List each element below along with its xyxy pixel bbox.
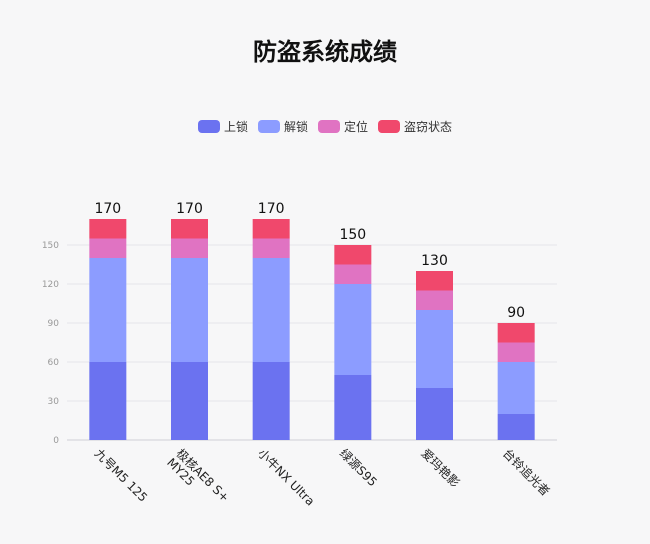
total-label: 170 bbox=[176, 201, 203, 217]
y-tick-label: 150 bbox=[42, 241, 59, 251]
total-label: 90 bbox=[507, 305, 525, 321]
legend-item-locate[interactable]: 定位 bbox=[318, 118, 368, 135]
bar-segment-1 bbox=[334, 284, 372, 375]
total-label: 170 bbox=[258, 201, 285, 217]
legend-swatch-locate bbox=[318, 120, 340, 133]
x-category-line: 九号M5 125 bbox=[92, 446, 150, 504]
chart-title: 防盗系统成绩 bbox=[253, 38, 397, 66]
legend-swatch-lock bbox=[197, 120, 220, 133]
y-tick-label: 90 bbox=[48, 319, 60, 329]
bar-segment-0 bbox=[334, 375, 372, 440]
bar-segment-2 bbox=[252, 238, 290, 258]
y-tick-label: 30 bbox=[48, 397, 60, 407]
bar-segment-2 bbox=[171, 238, 208, 258]
x-category-label: 小牛NX Ultra bbox=[255, 446, 318, 509]
bar-segment-2 bbox=[497, 342, 535, 362]
x-category-line: 台铃追光者 bbox=[500, 446, 553, 499]
bar-segment-3 bbox=[334, 245, 372, 265]
bar-segment-3 bbox=[89, 219, 127, 239]
x-category-label: 极核AE8 S+MY25 bbox=[164, 446, 232, 505]
legend-label-locate: 定位 bbox=[344, 120, 369, 134]
total-label: 130 bbox=[421, 253, 448, 269]
legend-label-unlock: 解锁 bbox=[283, 120, 308, 134]
legend-label-theft: 盗窃状态 bbox=[404, 120, 453, 134]
y-tick-label: 60 bbox=[48, 358, 60, 368]
x-category-label: 爱玛艳影 bbox=[418, 446, 463, 491]
legend-swatch-unlock bbox=[257, 120, 280, 133]
bar-segment-1 bbox=[89, 258, 127, 362]
bar-segment-1 bbox=[497, 362, 535, 414]
bar-segment-3 bbox=[252, 219, 290, 239]
bar-segment-3 bbox=[171, 219, 208, 239]
bar-segment-1 bbox=[252, 258, 290, 362]
bar-segment-1 bbox=[416, 310, 453, 388]
bar-segment-0 bbox=[89, 362, 127, 440]
y-tick-label: 0 bbox=[53, 436, 59, 446]
total-label: 170 bbox=[94, 201, 121, 217]
bar-segment-2 bbox=[89, 238, 127, 258]
legend-label-lock: 上锁 bbox=[223, 120, 248, 134]
bar-segment-0 bbox=[416, 388, 453, 440]
legend-item-theft[interactable]: 盗窃状态 bbox=[378, 118, 452, 135]
x-category-label: 九号M5 125 bbox=[92, 446, 150, 504]
legend-item-unlock[interactable]: 解锁 bbox=[257, 118, 308, 135]
legend-item-lock[interactable]: 上锁 bbox=[197, 118, 248, 135]
y-tick-label: 120 bbox=[42, 280, 59, 290]
bar-segment-2 bbox=[416, 290, 453, 310]
bar-segment-1 bbox=[171, 258, 208, 362]
legend-swatch-theft bbox=[378, 120, 401, 133]
x-category-line: 爱玛艳影 bbox=[418, 446, 463, 491]
x-category-line: 绿源S95 bbox=[337, 446, 381, 490]
bar-segment-0 bbox=[252, 362, 290, 440]
total-label: 150 bbox=[339, 227, 366, 243]
x-category-label: 绿源S95 bbox=[337, 446, 381, 490]
bar-segment-3 bbox=[497, 323, 535, 343]
bar-segment-0 bbox=[497, 414, 535, 440]
bar-segment-3 bbox=[416, 271, 453, 291]
bar-segment-2 bbox=[334, 264, 372, 284]
legend: 上锁 解锁 定位 盗窃状态 bbox=[0, 118, 650, 135]
bar-segment-0 bbox=[171, 362, 208, 440]
x-category-line: 小牛NX Ultra bbox=[255, 446, 318, 509]
x-category-label: 台铃追光者 bbox=[500, 446, 553, 499]
